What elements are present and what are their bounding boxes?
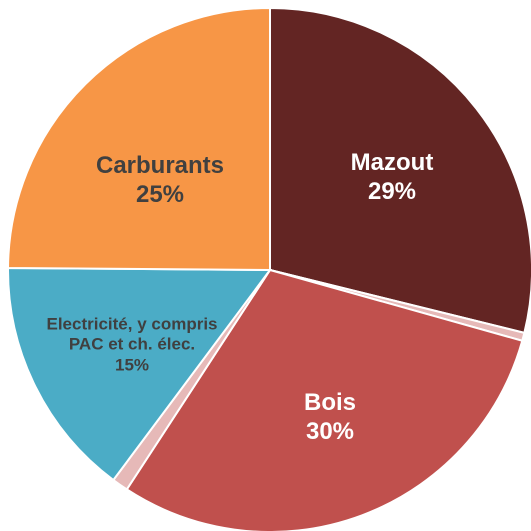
category-name: Electricité, y compris PAC et ch. élec.: [46, 314, 218, 354]
pie-slice: [6, 6, 271, 272]
pie-slice: [7, 266, 272, 482]
value-label: 29%: [367, 178, 417, 205]
value-label: 25%: [135, 181, 185, 208]
category-name: Bois: [303, 389, 356, 417]
category-name: Mazout: [350, 149, 434, 177]
value-label: 30%: [305, 418, 355, 445]
slice-label: Carburants 25%: [70, 152, 250, 210]
slice-label: Mazout 29%: [322, 149, 462, 207]
pie-slice: [125, 268, 524, 531]
value-label: 15%: [114, 355, 150, 375]
slice-label: Electricité, y compris PAC et ch. élec. 1…: [37, 314, 227, 375]
slice-label: Bois 30%: [260, 389, 400, 447]
pie-slice: [269, 6, 531, 335]
category-name: Carburants: [95, 152, 225, 180]
